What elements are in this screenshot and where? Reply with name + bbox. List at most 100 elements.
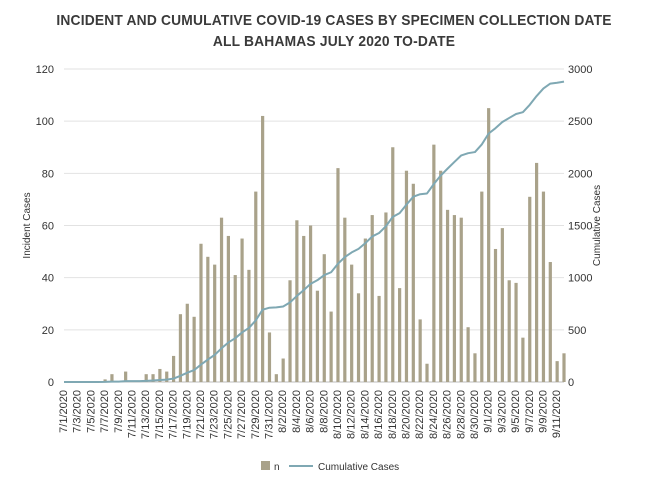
bar <box>267 332 272 382</box>
bar <box>171 355 176 382</box>
bar <box>308 225 313 382</box>
bar <box>185 303 189 382</box>
legend-label-line: Cumulative Cases <box>318 462 399 473</box>
y-left-axis-title: Incident Cases <box>22 192 33 258</box>
bar <box>165 371 169 382</box>
y-left-tick-label: 20 <box>42 325 54 337</box>
bar <box>356 293 361 382</box>
legend-label-bars: n <box>274 462 280 473</box>
bar <box>281 358 285 382</box>
x-tick-label: 7/27/2020 <box>236 390 248 439</box>
x-tick-label: 7/31/2020 <box>263 390 275 439</box>
y-left-tick-label: 60 <box>42 221 54 233</box>
bar <box>493 248 498 382</box>
x-tick-label: 7/23/2020 <box>209 390 221 439</box>
bar <box>329 311 333 382</box>
x-tick-label: 8/28/2020 <box>455 390 467 439</box>
bar <box>377 295 381 382</box>
bar <box>233 275 237 382</box>
bar <box>452 215 457 382</box>
bar <box>370 215 374 382</box>
y-left-tick-label: 40 <box>42 273 54 285</box>
x-tick-label: 7/21/2020 <box>195 390 207 439</box>
x-tick-label: 7/19/2020 <box>181 390 193 439</box>
bar <box>384 212 388 382</box>
x-tick-label: 7/11/2020 <box>126 390 138 438</box>
bar <box>432 144 436 382</box>
y-right-tick-label: 500 <box>568 325 586 337</box>
bar <box>480 191 484 382</box>
bar <box>199 243 203 382</box>
x-tick-label: 9/3/2020 <box>496 390 508 433</box>
bar <box>418 319 422 382</box>
x-tick-label: 8/2/2020 <box>277 390 289 433</box>
bar <box>404 170 409 382</box>
bar <box>500 228 504 382</box>
bar <box>398 288 402 382</box>
x-tick-label: 7/1/2020 <box>58 390 70 433</box>
y-left-tick-label: 100 <box>36 116 54 128</box>
cumulative-line <box>64 80 565 383</box>
bar <box>350 264 354 382</box>
bar <box>295 220 299 382</box>
bar <box>322 254 326 382</box>
bar <box>391 147 395 382</box>
chart-title: INCIDENT AND CUMULATIVE COVID-19 CASES B… <box>56 12 612 29</box>
y-right-tick-label: 1000 <box>568 273 592 285</box>
x-tick-label: 8/10/2020 <box>332 390 344 439</box>
x-tick-label: 7/5/2020 <box>85 390 97 433</box>
x-tick-label: 9/5/2020 <box>510 390 522 433</box>
x-tick-label: 8/12/2020 <box>346 390 358 439</box>
x-tick-label: 9/1/2020 <box>483 390 495 433</box>
y-left-tick-label: 80 <box>42 168 54 180</box>
x-tick-label: 7/13/2020 <box>140 390 152 439</box>
bar <box>562 353 566 382</box>
y-right-tick-label: 2000 <box>568 168 592 180</box>
y-right-tick-label: 0 <box>568 377 574 389</box>
bar <box>466 327 470 382</box>
bar <box>288 280 292 382</box>
bar <box>192 316 196 382</box>
x-tick-label: 9/9/2020 <box>537 390 549 433</box>
x-tick-label: 8/18/2020 <box>387 390 399 439</box>
x-tick-label: 8/14/2020 <box>359 390 371 439</box>
x-tick-label: 8/4/2020 <box>291 390 303 433</box>
bar <box>226 235 230 382</box>
bar <box>343 217 347 382</box>
bar <box>425 363 429 382</box>
x-tick-label: 8/6/2020 <box>305 390 317 433</box>
bar <box>219 217 224 382</box>
bar <box>514 282 518 382</box>
bar <box>178 314 183 382</box>
bar <box>315 290 320 382</box>
bar <box>528 196 532 382</box>
bar <box>124 371 128 382</box>
bar <box>103 379 107 382</box>
bar <box>336 168 340 382</box>
bar <box>507 280 511 382</box>
bar <box>144 374 148 382</box>
bar <box>445 209 450 382</box>
bar <box>521 337 525 382</box>
bar <box>240 238 244 382</box>
bar <box>473 353 477 382</box>
x-tick-label: 7/29/2020 <box>250 390 262 439</box>
y-right-tick-label: 1500 <box>568 221 592 233</box>
y-right-axis-title: Cumulative Cases <box>592 185 603 266</box>
bar <box>439 170 443 382</box>
bar <box>541 191 546 382</box>
bar <box>535 162 539 382</box>
x-tick-label: 7/7/2020 <box>99 390 111 433</box>
y-right-tick-label: 2500 <box>568 116 592 128</box>
bar <box>247 269 251 382</box>
x-tick-label: 7/25/2020 <box>222 390 234 439</box>
x-tick-label: 8/22/2020 <box>414 390 426 439</box>
bar <box>487 108 491 382</box>
x-tick-label: 9/11/2020 <box>551 390 563 438</box>
x-tick-label: 7/3/2020 <box>72 390 84 433</box>
y-left-tick-label: 0 <box>48 377 54 389</box>
legend-swatch-bars <box>261 461 270 470</box>
x-tick-label: 7/17/2020 <box>168 390 180 439</box>
bar <box>110 374 114 382</box>
